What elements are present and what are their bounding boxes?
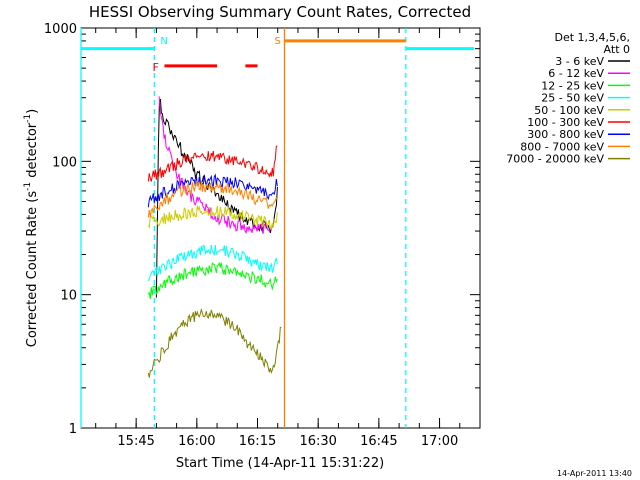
y-tick-label: 1000: [44, 22, 77, 37]
flag-label: F: [152, 61, 158, 74]
y-axis-label-mid: detector: [25, 122, 40, 182]
y-axis-label: Corrected Count Rate (s-1 detector-1): [23, 109, 40, 347]
y-tick-label: 1: [69, 422, 77, 437]
series-line: [147, 145, 278, 182]
legend-label: 800 - 7000 keV: [520, 140, 604, 153]
legend-label: 50 - 100 keV: [534, 104, 604, 117]
flag-label: N: [160, 36, 167, 47]
y-axis-label-sup2: -1: [23, 114, 33, 123]
chart-title: HESSI Observing Summary Count Rates, Cor…: [89, 3, 471, 21]
y-tick-label: 100: [52, 155, 77, 170]
x-axis-label: Start Time (14-Apr-11 15:31:22): [176, 456, 384, 471]
x-tick-label: 16:15: [239, 434, 276, 449]
y-axis-label-main: Corrected Count Rate (s: [25, 191, 40, 348]
x-tick-label: 16:00: [178, 434, 215, 449]
series-line: [147, 244, 278, 282]
series-line: [147, 261, 278, 300]
legend-label: 300 - 800 keV: [527, 128, 604, 141]
legend-header-1: Det 1,3,4,5,6,: [554, 31, 630, 44]
legend-header-2: Att 0: [604, 43, 630, 56]
x-tick-label: 16:45: [360, 434, 397, 449]
flag-label: S: [274, 36, 280, 47]
series-line: [158, 96, 274, 235]
legend-label: 3 - 6 keV: [555, 55, 604, 68]
y-axis-label-sup1: -1: [23, 182, 33, 191]
plot-frame: [80, 27, 481, 429]
x-tick-label: 16:30: [299, 434, 336, 449]
series-line: [147, 307, 282, 378]
series-line: [147, 205, 278, 230]
legend-label: 6 - 12 keV: [548, 67, 604, 80]
series-line: [147, 180, 278, 218]
legend-label: 25 - 50 keV: [541, 92, 604, 105]
x-tick-label: 15:45: [117, 434, 154, 449]
y-tick-label: 10: [60, 289, 77, 304]
legend-label: 100 - 300 keV: [527, 116, 604, 129]
y-axis-label-end: ): [25, 109, 40, 114]
legend-label: 7000 - 20000 keV: [506, 153, 604, 166]
legend-label: 12 - 25 keV: [541, 79, 604, 92]
x-tick-label: 17:00: [421, 434, 458, 449]
timestamp: 14-Apr-2011 13:40: [557, 469, 632, 478]
series-line: [147, 173, 278, 208]
plot-area: 1 10 100 1000 15:45 16:00 16:15 16:30 16:45 17:00…: [44, 22, 481, 449]
